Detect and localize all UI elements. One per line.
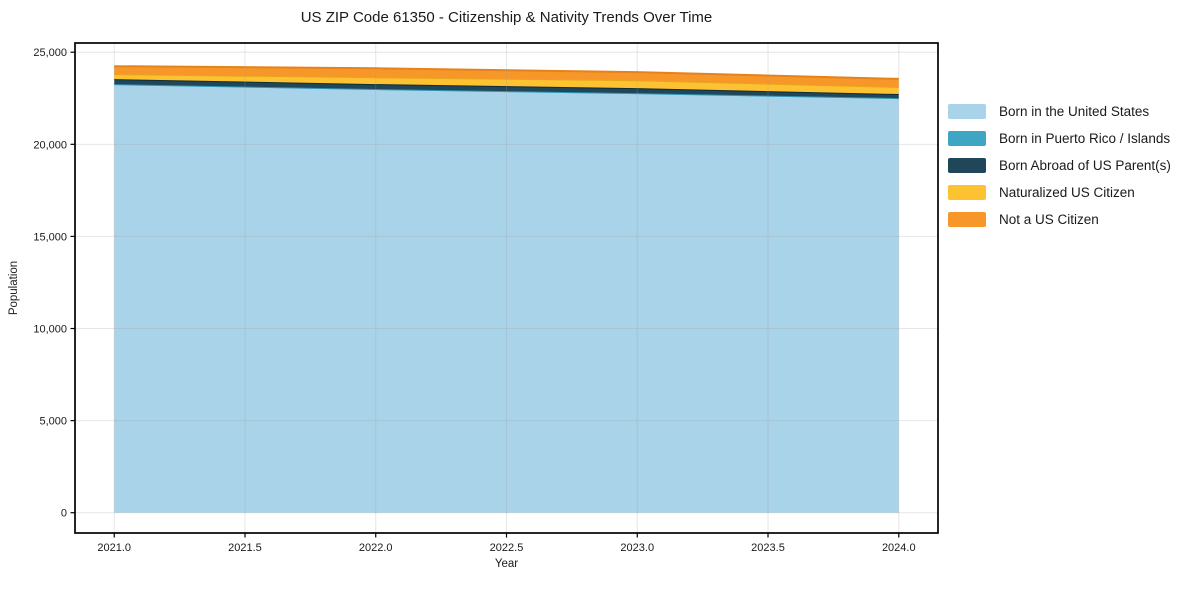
legend-item-born-in-the-united-states: Born in the United States <box>948 104 1171 119</box>
legend-swatch <box>948 212 986 227</box>
legend-swatch <box>948 185 986 200</box>
x-tick-label: 2021.0 <box>97 542 131 554</box>
y-tick-label: 15,000 <box>33 231 67 243</box>
area-not-a-us-citizen <box>114 66 899 88</box>
legend-swatch <box>948 104 986 119</box>
y-tick-label: 0 <box>61 508 67 520</box>
x-tick-label: 2021.5 <box>228 542 262 554</box>
x-tick-label: 2024.0 <box>882 542 916 554</box>
x-tick-label: 2022.0 <box>359 542 393 554</box>
legend-item-not-a-us-citizen: Not a US Citizen <box>948 212 1171 227</box>
legend-item-born-in-puerto-rico-islands: Born in Puerto Rico / Islands <box>948 131 1171 146</box>
legend-item-naturalized-us-citizen: Naturalized US Citizen <box>948 185 1171 200</box>
legend-label: Naturalized US Citizen <box>999 185 1135 200</box>
legend-label: Born in Puerto Rico / Islands <box>999 131 1171 146</box>
legend-swatch <box>948 158 986 173</box>
y-tick-label: 10,000 <box>33 324 67 336</box>
x-tick-label: 2022.5 <box>490 542 524 554</box>
legend-swatch <box>948 131 986 146</box>
y-tick-label: 5,000 <box>39 416 67 428</box>
y-tick-label: 25,000 <box>33 47 67 59</box>
legend-label: Born Abroad of US Parent(s) <box>999 158 1171 173</box>
x-axis-label: Year <box>494 558 519 570</box>
legend: Born in the United States Born in Puerto … <box>948 104 1171 227</box>
area-naturalized-us-citizen <box>114 74 899 95</box>
legend-label: Not a US Citizen <box>999 212 1099 227</box>
y-tick-label: 20,000 <box>33 139 67 151</box>
area-edge-not-a-us-citizen <box>114 65 899 80</box>
area-born-in-the-united-states <box>114 84 899 513</box>
area-born-abroad-of-us-parent-s <box>114 79 899 99</box>
area-edge-naturalized-us-citizen <box>114 73 899 89</box>
chart-title: US ZIP Code 61350 - Citizenship & Nativi… <box>300 9 713 26</box>
legend-label: Born in the United States <box>999 104 1150 119</box>
x-tick-label: 2023.0 <box>620 542 654 554</box>
y-axis-label: Population <box>8 260 20 316</box>
legend-item-born-abroad-of-us-parent-s: Born Abroad of US Parent(s) <box>948 158 1171 173</box>
x-tick-label: 2023.5 <box>751 542 785 554</box>
